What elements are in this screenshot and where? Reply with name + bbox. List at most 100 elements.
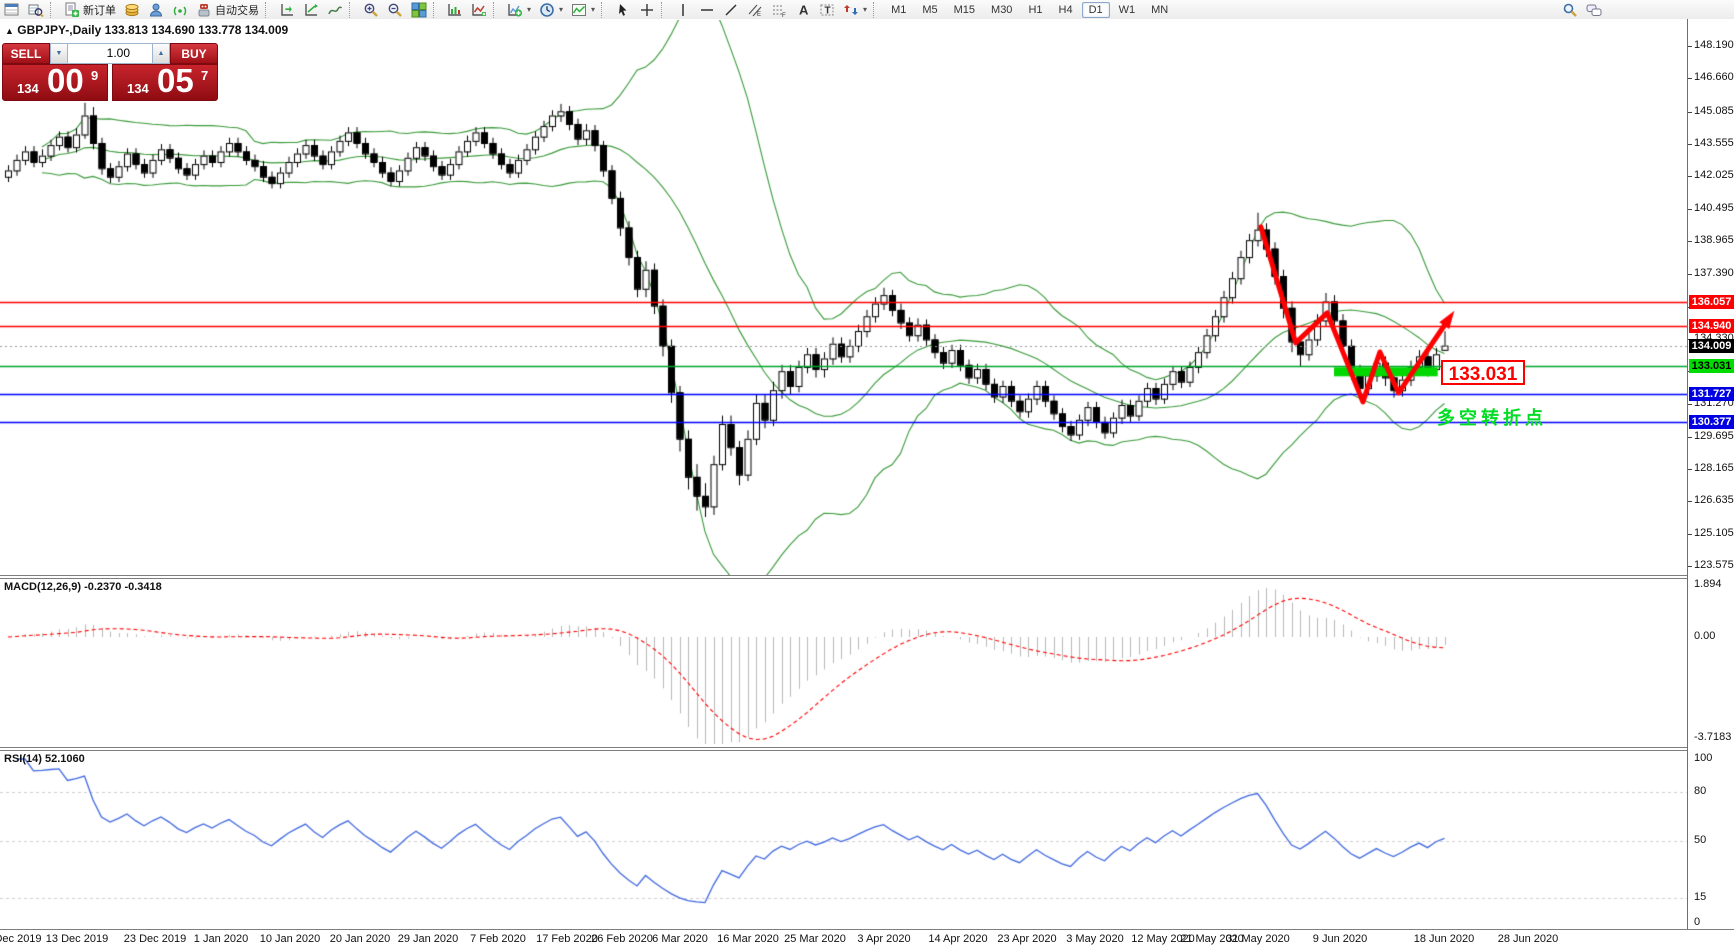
time-tick-label: Dec 2019	[0, 933, 42, 945]
deposit-button[interactable]	[120, 1, 144, 19]
text-button[interactable]: A	[791, 1, 815, 19]
axis-tick-mark	[1688, 274, 1692, 276]
sell-price-prefix: 134	[17, 81, 39, 96]
buy-button[interactable]: BUY	[170, 43, 218, 64]
hline-price-badge: 131.727	[1689, 386, 1734, 401]
ohlc-values: 133.813 134.690 133.778 134.009	[104, 23, 289, 37]
buy-price-display[interactable]: 134 05 7	[112, 62, 218, 101]
volume-increase-button[interactable]: ▲	[152, 43, 170, 64]
autotrading-button[interactable]: 自动交易	[192, 1, 263, 19]
crosshair-icon	[639, 2, 655, 18]
timeframe-button-m1[interactable]: M1	[891, 3, 907, 16]
signals-button[interactable]	[168, 1, 192, 19]
time-tick-label: 23 Dec 2019	[123, 933, 187, 945]
price-axis[interactable]: 148.190 146.660 145.085 143.555 142.025 140.4…	[1687, 19, 1734, 929]
periods-icon	[539, 2, 555, 18]
zoom-in-button[interactable]	[359, 1, 383, 19]
axis-tick-mark	[1688, 566, 1692, 568]
toolbar-separator	[873, 1, 881, 18]
search-button[interactable]	[1558, 1, 1582, 19]
toolbar-separator	[433, 1, 441, 18]
autoscroll-button[interactable]	[275, 1, 299, 19]
chart-template-button[interactable]: ▾	[567, 1, 599, 19]
market-watch-button[interactable]	[0, 1, 24, 19]
hline-button[interactable]	[695, 1, 719, 19]
price-tick-label: 148.190	[1694, 39, 1734, 51]
toolbar-separator	[493, 1, 501, 18]
volume-input[interactable]: 1.00	[68, 43, 152, 64]
time-tick-label: 1 Jan 2020	[193, 933, 249, 945]
time-tick-label: 21 May 2020	[1180, 933, 1244, 945]
fibonacci-button[interactable]: F	[767, 1, 791, 19]
price-chart-canvas[interactable]	[0, 20, 1687, 575]
time-tick-label: 3 May 2020	[1066, 933, 1124, 945]
rsi-indicator-label: RSI(14) 52.1060	[4, 753, 85, 765]
axis-tick-mark	[1688, 208, 1692, 210]
axis-tick-mark	[1688, 501, 1692, 503]
channel-button[interactable]: E	[743, 1, 767, 19]
pane-splitter-rsi[interactable]	[0, 747, 1734, 751]
time-tick-label: 18 Jun 2020	[1413, 933, 1475, 945]
dropdown-caret-icon[interactable]: ▾	[527, 5, 532, 14]
text-label-button[interactable]: T	[815, 1, 839, 19]
autoscroll-icon	[279, 2, 295, 18]
new-chart-button[interactable]	[443, 1, 467, 19]
data-window-icon	[28, 2, 44, 18]
arrows-button[interactable]: ▾	[839, 1, 871, 19]
price-annotation-box[interactable]: 133.031	[1441, 360, 1525, 385]
chart-shift-button[interactable]	[299, 1, 323, 19]
pane-splitter-macd[interactable]	[0, 575, 1734, 579]
rsi-tick-label: 15	[1694, 891, 1707, 904]
chat-icon	[1586, 2, 1602, 18]
trendline-button[interactable]	[719, 1, 743, 19]
timeframe-button-d1[interactable]: D1	[1081, 1, 1110, 18]
community-button[interactable]	[144, 1, 168, 19]
dropdown-caret-icon[interactable]: ▾	[591, 5, 596, 14]
data-window-button[interactable]	[24, 1, 48, 19]
crosshair-button[interactable]	[635, 1, 659, 19]
sell-button[interactable]: SELL	[2, 43, 50, 64]
axis-tick-mark	[1688, 240, 1692, 242]
time-tick-label: 14 Apr 2020	[928, 933, 988, 945]
price-tick-label: 137.390	[1694, 267, 1734, 280]
new-order-label: 新订单	[83, 4, 116, 17]
time-tick-label: 23 Apr 2020	[997, 933, 1057, 945]
chat-button[interactable]	[1582, 1, 1606, 19]
timeframe-button-mn[interactable]: MN	[1151, 3, 1169, 16]
time-tick-label: 29 Jan 2020	[397, 933, 459, 945]
autoscale-button[interactable]	[323, 1, 347, 19]
dropdown-caret-icon[interactable]: ▾	[559, 5, 564, 14]
timeframe-button-w1[interactable]: W1	[1118, 3, 1136, 16]
time-tick-label: 9 Jun 2020	[1312, 933, 1368, 945]
new-order-button[interactable]: 新订单	[60, 1, 120, 19]
cursor-button[interactable]	[611, 1, 635, 19]
timeframe-button-m15[interactable]: M15	[953, 3, 976, 16]
timeframe-button-m5[interactable]: M5	[922, 3, 938, 16]
signals-icon	[172, 2, 188, 18]
toolbar-right-icons	[1558, 1, 1606, 19]
zoom-out-button[interactable]	[383, 1, 407, 19]
sell-price-display[interactable]: 134 00 9	[2, 62, 108, 101]
vline-button[interactable]	[671, 1, 695, 19]
periods-button[interactable]: ▾	[535, 1, 567, 19]
trendline-icon	[723, 2, 739, 18]
price-tick-label: 146.660	[1694, 71, 1734, 84]
tile-windows-button[interactable]	[407, 1, 431, 19]
turning-point-note[interactable]: 多空转折点	[1437, 408, 1547, 428]
dropdown-caret-icon[interactable]: ▾	[863, 5, 868, 14]
price-tick-label: 138.965	[1694, 233, 1734, 246]
timeframe-button-m30[interactable]: M30	[991, 3, 1013, 16]
fibonacci-icon: F	[771, 2, 787, 18]
rsi-pane-canvas[interactable]	[0, 751, 1687, 929]
indicators-button[interactable]: ▾	[503, 1, 535, 19]
collapse-marker-icon[interactable]: ▲	[5, 26, 14, 36]
toolbar-separator	[349, 1, 357, 18]
timeframe-button-h1[interactable]: H1	[1028, 3, 1043, 16]
time-tick-label: 7 Feb 2020	[470, 933, 526, 945]
chart-profiles-button[interactable]	[467, 1, 491, 19]
volume-decrease-button[interactable]: ▼	[50, 43, 68, 64]
timeframe-button-h4[interactable]: H4	[1058, 3, 1073, 16]
macd-pane-canvas[interactable]	[0, 579, 1687, 747]
